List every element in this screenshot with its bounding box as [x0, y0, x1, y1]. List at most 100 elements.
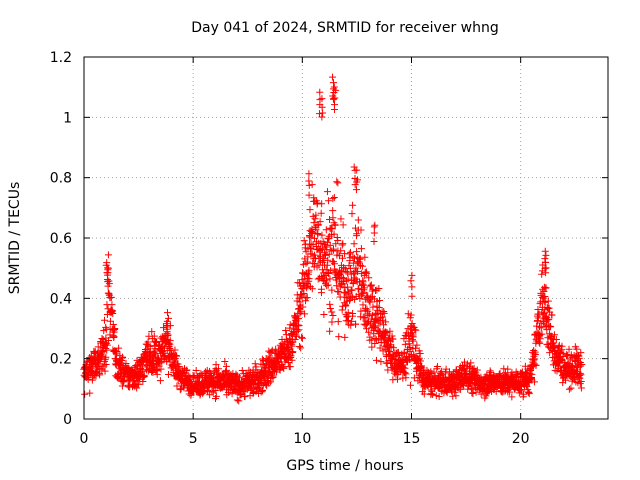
- data-point: [164, 314, 172, 322]
- data-point: [337, 269, 345, 277]
- data-point: [408, 319, 416, 327]
- data-point: [544, 297, 552, 305]
- data-point: [330, 95, 338, 103]
- data-point: [567, 384, 575, 392]
- data-point: [115, 344, 123, 352]
- data-point: [558, 342, 566, 350]
- data-points: [80, 73, 586, 405]
- data-point: [103, 341, 111, 349]
- data-point: [576, 369, 584, 377]
- data-point: [496, 370, 504, 378]
- data-point: [159, 343, 167, 351]
- data-point: [318, 113, 326, 121]
- data-point: [351, 295, 359, 303]
- data-point: [358, 262, 366, 270]
- data-point: [420, 390, 428, 398]
- data-point: [354, 268, 362, 276]
- data-point: [367, 281, 375, 289]
- data-point: [407, 311, 415, 319]
- data-point: [468, 389, 476, 397]
- data-point: [312, 211, 320, 219]
- data-point: [302, 259, 310, 267]
- data-point: [307, 233, 315, 241]
- data-point: [575, 354, 583, 362]
- data-point: [289, 348, 297, 356]
- data-point: [291, 336, 299, 344]
- data-point: [359, 290, 367, 298]
- data-point: [306, 206, 314, 214]
- data-point: [328, 286, 336, 294]
- data-point: [394, 348, 402, 356]
- data-point: [286, 324, 294, 332]
- data-point: [163, 357, 171, 365]
- grid-lines: [84, 57, 608, 419]
- data-point: [559, 353, 567, 361]
- y-tick-label: 1: [63, 110, 72, 126]
- data-point: [537, 324, 545, 332]
- data-point: [175, 362, 183, 370]
- data-point: [578, 360, 586, 368]
- data-point: [413, 341, 421, 349]
- data-point: [335, 288, 343, 296]
- data-point: [542, 251, 550, 259]
- data-point: [148, 328, 156, 336]
- data-point: [314, 230, 322, 238]
- data-point: [565, 345, 573, 353]
- data-point: [318, 231, 326, 239]
- data-point: [576, 362, 584, 370]
- y-tick-label: 0.6: [50, 231, 72, 247]
- data-point: [371, 335, 379, 343]
- data-point: [259, 387, 267, 395]
- data-point: [338, 241, 346, 249]
- data-point: [401, 364, 409, 372]
- x-axis-label: GPS time / hours: [286, 458, 403, 474]
- data-point: [295, 315, 303, 323]
- data-point: [448, 387, 456, 395]
- data-point: [352, 320, 360, 328]
- data-point: [541, 298, 549, 306]
- data-point: [353, 230, 361, 238]
- data-point: [314, 221, 322, 229]
- data-point: [375, 296, 383, 304]
- data-point: [334, 236, 342, 244]
- data-point: [139, 378, 147, 385]
- data-point: [371, 221, 379, 229]
- data-point: [333, 178, 341, 186]
- data-point: [577, 384, 585, 392]
- data-point: [157, 365, 165, 373]
- chart-title: Day 041 of 2024, SRMTID for receiver whn…: [191, 20, 499, 36]
- data-point: [326, 300, 334, 308]
- data-point: [353, 178, 361, 186]
- data-point: [350, 274, 358, 282]
- data-point: [542, 284, 550, 292]
- data-point: [531, 350, 539, 358]
- data-point: [118, 382, 126, 390]
- y-tick-label: 0: [63, 412, 72, 428]
- data-point: [536, 323, 544, 331]
- data-point: [541, 265, 549, 273]
- data-point: [339, 240, 347, 248]
- data-point: [508, 393, 516, 401]
- data-point: [566, 355, 574, 363]
- data-point: [235, 397, 243, 405]
- data-point: [349, 253, 357, 261]
- data-point: [340, 264, 348, 272]
- data-point: [573, 345, 581, 353]
- data-point: [149, 365, 157, 373]
- data-point: [418, 364, 426, 372]
- data-point: [359, 301, 367, 309]
- data-point: [563, 350, 571, 358]
- data-point: [347, 248, 355, 256]
- data-point: [428, 387, 436, 395]
- data-point: [122, 359, 130, 367]
- data-point: [326, 327, 334, 335]
- data-point: [86, 389, 94, 397]
- data-point: [506, 388, 514, 396]
- data-point: [542, 269, 550, 277]
- data-point: [146, 343, 154, 351]
- data-point: [542, 258, 550, 266]
- data-point: [545, 316, 553, 324]
- data-point: [345, 250, 353, 258]
- data-point: [534, 305, 542, 313]
